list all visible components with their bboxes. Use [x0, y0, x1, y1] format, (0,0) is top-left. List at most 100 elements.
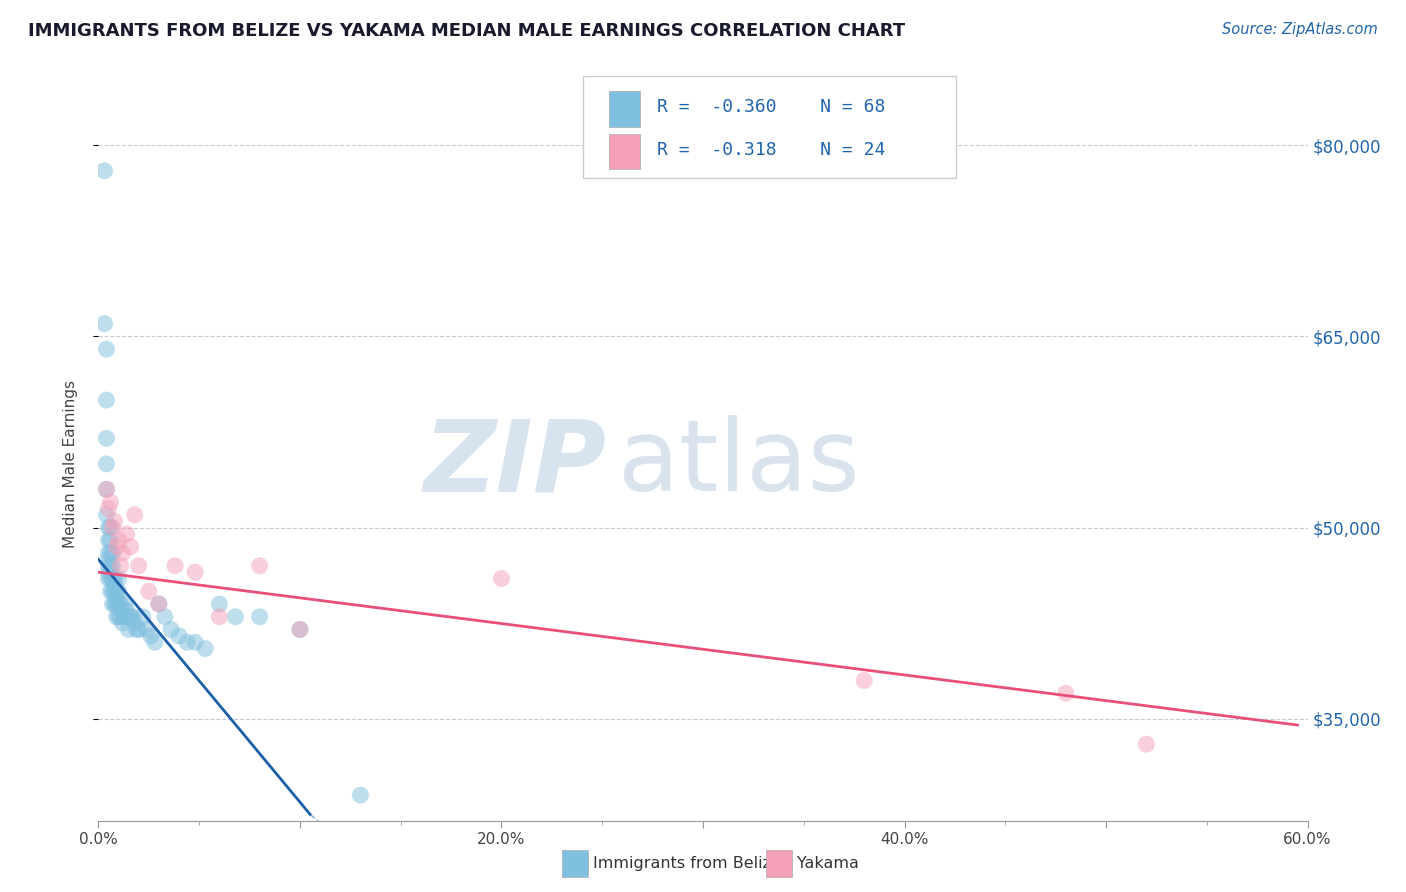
Point — [96, 457, 118, 471]
Point — [93, 317, 115, 331]
Point — [349, 788, 371, 802]
Text: R =  -0.318    N = 24: R = -0.318 N = 24 — [657, 141, 884, 159]
Point — [1054, 686, 1077, 700]
Point — [132, 609, 155, 624]
Point — [125, 623, 148, 637]
Point — [105, 597, 128, 611]
Point — [107, 597, 129, 611]
Point — [114, 609, 136, 624]
Point — [97, 546, 120, 560]
Point — [124, 616, 146, 631]
Point — [96, 393, 118, 408]
Point — [138, 584, 160, 599]
Point — [96, 431, 118, 445]
Point — [128, 558, 150, 573]
Point — [148, 597, 170, 611]
Point — [96, 342, 118, 356]
Point — [115, 527, 138, 541]
Point — [121, 609, 143, 624]
Point — [105, 591, 128, 605]
Point — [107, 584, 129, 599]
Point — [114, 597, 136, 611]
Point — [194, 641, 217, 656]
Point — [163, 558, 186, 573]
Point — [100, 495, 122, 509]
Point — [249, 558, 271, 573]
Point — [97, 533, 120, 548]
Point — [491, 572, 513, 586]
Point — [103, 572, 125, 586]
Point — [110, 609, 132, 624]
Point — [135, 623, 157, 637]
Point — [97, 501, 120, 516]
Point — [93, 163, 115, 178]
Point — [100, 558, 122, 573]
Point — [288, 623, 311, 637]
Point — [118, 623, 141, 637]
Point — [97, 558, 120, 573]
Point — [184, 635, 207, 649]
Point — [100, 520, 122, 534]
Point — [107, 572, 129, 586]
Point — [224, 609, 246, 624]
Point — [101, 546, 124, 560]
Point — [105, 609, 128, 624]
Point — [148, 597, 170, 611]
Point — [97, 565, 120, 579]
Point — [128, 623, 150, 637]
Point — [103, 578, 125, 592]
Point — [124, 508, 146, 522]
Point — [97, 552, 120, 566]
Point — [120, 540, 142, 554]
Point — [96, 508, 118, 522]
Point — [105, 584, 128, 599]
Point — [107, 609, 129, 624]
Point — [96, 483, 118, 497]
Point — [143, 635, 166, 649]
Point — [105, 540, 128, 554]
Point — [1135, 737, 1157, 751]
Point — [100, 546, 122, 560]
Point — [100, 533, 122, 548]
Point — [111, 546, 134, 560]
Point — [160, 623, 183, 637]
Point — [101, 584, 124, 599]
Point — [111, 616, 134, 631]
Point — [96, 483, 118, 497]
Point — [153, 609, 176, 624]
Text: IMMIGRANTS FROM BELIZE VS YAKAMA MEDIAN MALE EARNINGS CORRELATION CHART: IMMIGRANTS FROM BELIZE VS YAKAMA MEDIAN … — [28, 22, 905, 40]
Point — [97, 520, 120, 534]
Text: R =  -0.360    N = 68: R = -0.360 N = 68 — [657, 98, 884, 116]
Point — [101, 597, 124, 611]
Text: Yakama: Yakama — [797, 856, 859, 871]
Point — [249, 609, 271, 624]
Point — [101, 520, 124, 534]
Text: Immigrants from Belize: Immigrants from Belize — [593, 856, 782, 871]
Point — [853, 673, 876, 688]
Point — [208, 609, 231, 624]
Point — [110, 558, 132, 573]
Point — [288, 623, 311, 637]
Text: atlas: atlas — [619, 416, 860, 512]
Point — [107, 533, 129, 548]
Point — [118, 609, 141, 624]
Text: ZIP: ZIP — [423, 416, 606, 512]
Point — [111, 603, 134, 617]
Point — [101, 558, 124, 573]
Point — [176, 635, 198, 649]
Point — [167, 629, 190, 643]
Point — [208, 597, 231, 611]
Point — [100, 584, 122, 599]
Point — [110, 597, 132, 611]
Point — [103, 584, 125, 599]
Point — [115, 603, 138, 617]
Point — [139, 629, 162, 643]
Point — [184, 565, 207, 579]
Point — [97, 572, 120, 586]
Text: Source: ZipAtlas.com: Source: ZipAtlas.com — [1222, 22, 1378, 37]
Point — [103, 597, 125, 611]
Point — [103, 514, 125, 528]
Point — [100, 572, 122, 586]
Point — [120, 609, 142, 624]
Point — [101, 572, 124, 586]
